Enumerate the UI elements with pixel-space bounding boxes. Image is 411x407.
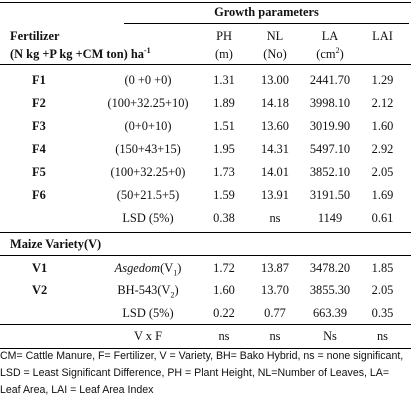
- section-rule: [0, 232, 411, 233]
- interaction-ph: ns: [218, 329, 230, 343]
- row-id: F3: [32, 119, 46, 133]
- cell-la: 3019.90: [309, 119, 351, 133]
- cell-lai: 1.85: [371, 261, 394, 275]
- cell-nl: 13.70: [261, 283, 289, 297]
- row-id: F5: [32, 165, 46, 179]
- cell-ph: 1.89: [213, 96, 235, 110]
- lsd-label: LSD (5%): [122, 211, 174, 225]
- cell-lai: 2.92: [371, 142, 394, 156]
- row-id: F1: [32, 73, 46, 87]
- variety-code-close: ): [177, 261, 182, 275]
- cell-lai: 1.69: [371, 188, 394, 202]
- col-header-nl: NL: [266, 29, 284, 43]
- variety-name: Asgedom(V1): [92, 261, 204, 278]
- lsd-lai: 0.35: [371, 306, 394, 320]
- lsd-la: 663.39: [312, 306, 348, 320]
- cell-lai: 1.60: [371, 119, 394, 133]
- header-bottom-rule: [0, 64, 411, 65]
- cell-lai: 2.05: [371, 165, 394, 179]
- variety-label: BH-543: [117, 283, 158, 297]
- variety-code-close: ): [174, 283, 179, 297]
- interaction-nl: ns: [269, 329, 281, 343]
- fertilizer-header: Fertilizer: [10, 29, 60, 43]
- cell-ph: 1.51: [213, 119, 235, 133]
- cell-ph: 1.60: [213, 283, 235, 297]
- row-rate: (150+43+15): [115, 142, 181, 156]
- cell-la: 5497.10: [309, 142, 351, 156]
- cell-lai: 2.05: [371, 283, 394, 297]
- cell-nl: 14.01: [261, 165, 289, 179]
- lsd-lai: 0.61: [371, 211, 394, 225]
- col-header-ph: PH: [216, 29, 232, 43]
- cell-lai: 2.12: [371, 96, 394, 110]
- lsd-label: LSD (5%): [122, 306, 174, 320]
- group-underline: [124, 23, 409, 24]
- cell-nl: 13.91: [261, 188, 289, 202]
- cell-ph: 1.59: [213, 188, 235, 202]
- col-header-lai: LAI: [372, 29, 393, 43]
- variety-code-sub: 1: [173, 268, 178, 278]
- group-header: Growth parameters: [214, 5, 319, 19]
- row-id: F6: [32, 188, 46, 202]
- row-rate: (0+0+10): [124, 119, 172, 133]
- cell-ph: 1.31: [213, 73, 235, 87]
- row-id: V1: [32, 261, 48, 275]
- lsd-nl: ns: [269, 211, 281, 225]
- row-id: F4: [32, 142, 46, 156]
- cell-nl: 13.60: [261, 119, 289, 133]
- top-rule: [0, 2, 411, 3]
- cell-nl: 14.31: [261, 142, 289, 156]
- cell-ph: 1.95: [213, 142, 235, 156]
- cell-la: 3855.30: [309, 283, 351, 297]
- row-rate: (100+32.25+0): [110, 165, 186, 179]
- variety-header-rule: [0, 255, 411, 256]
- row-id: V2: [32, 283, 48, 297]
- cell-la: 3478.20: [309, 261, 351, 275]
- lsd-la: 1149: [317, 211, 343, 225]
- col-header-la: LA: [321, 29, 339, 43]
- row-rate: (50+21.5+5): [116, 188, 180, 202]
- cell-ph: 1.72: [213, 261, 235, 275]
- unit-nl: (No): [263, 47, 287, 61]
- cell-la: 3852.10: [309, 165, 351, 179]
- interaction-rule: [0, 324, 411, 325]
- variety-label: Asgedom: [114, 261, 161, 275]
- lsd-ph: 0.22: [213, 306, 235, 320]
- table-bottom-rule: [0, 348, 411, 349]
- cell-nl: 13.00: [261, 73, 289, 87]
- variety-title: Maize Variety(V): [10, 237, 102, 251]
- variety-code: (V: [157, 283, 171, 297]
- cell-nl: 13.87: [261, 261, 289, 275]
- unit-ph: (m): [215, 47, 233, 61]
- row-id: F2: [32, 96, 46, 110]
- interaction-label: V x F: [133, 329, 162, 343]
- rate-header: (N kg +P kg +CM ton) ha-1: [10, 45, 151, 61]
- row-rate: (100+32.25+10): [107, 96, 189, 110]
- variety-code: (V: [160, 261, 174, 275]
- lsd-ph: 0.38: [213, 211, 235, 225]
- table-footnote: CM= Cattle Manure, F= Fertilizer, V = Va…: [0, 350, 404, 396]
- cell-la: 3998.10: [309, 96, 351, 110]
- cell-nl: 14.18: [261, 96, 289, 110]
- lsd-nl: 0.77: [264, 306, 286, 320]
- variety-name: BH-543(V2): [92, 283, 204, 300]
- interaction-lai: ns: [376, 329, 389, 343]
- cell-lai: 1.29: [371, 73, 394, 87]
- row-rate: (0 +0 +0): [124, 73, 172, 87]
- cell-ph: 1.73: [213, 165, 235, 179]
- cell-la: 3191.50: [309, 188, 351, 202]
- unit-la: (cm2): [316, 45, 344, 61]
- cell-la: 2441.70: [309, 73, 351, 87]
- interaction-la: Ns: [323, 329, 337, 343]
- variety-code-sub: 2: [170, 290, 175, 300]
